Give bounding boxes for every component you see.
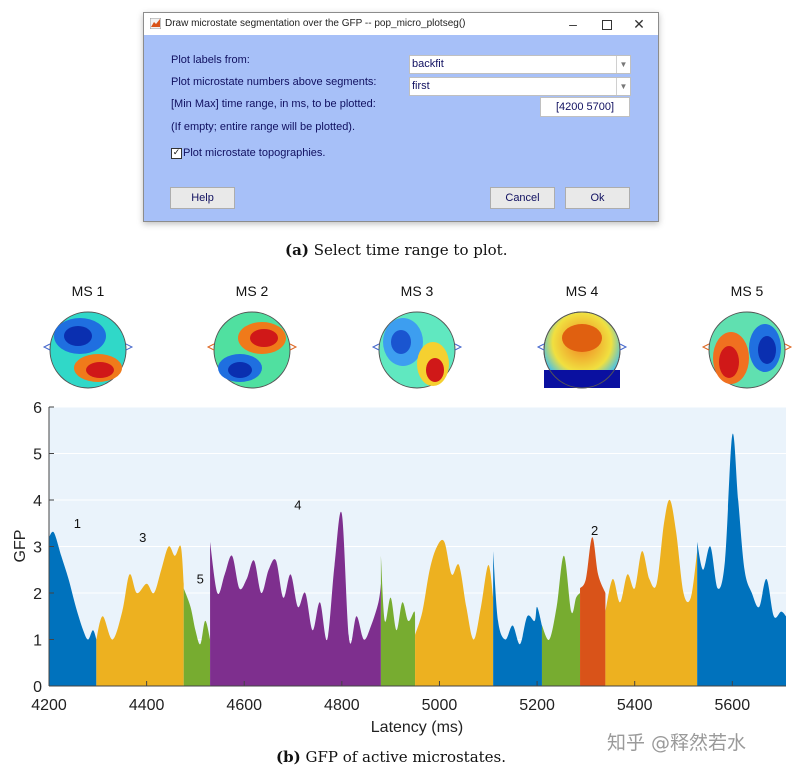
gfp-segments <box>49 433 786 686</box>
x-tick-label: 5200 <box>519 697 555 714</box>
segment-label: 2 <box>591 523 598 538</box>
topography-ms4 <box>536 311 628 389</box>
segment-label: 5 <box>197 572 204 587</box>
y-tick-label: 2 <box>33 586 42 603</box>
help-button[interactable]: Help <box>170 187 235 209</box>
micro-plotseg-dialog: Draw microstate segmentation over the GF… <box>143 12 659 222</box>
x-tick-label: 4800 <box>324 697 360 714</box>
plot-labels-select[interactable]: backfit ▼ <box>409 55 631 74</box>
time-range-note: (If empty; entire range will be plotted)… <box>171 121 356 133</box>
x-tick-label: 4400 <box>129 697 165 714</box>
gfp-segment-ms5 <box>183 588 211 686</box>
topography-labels: MS 1 MS 2 MS 3 MS 4 MS 5 <box>72 283 764 299</box>
gfp-segment-ms3 <box>605 499 698 686</box>
gfp-segment-ms2 <box>580 537 606 686</box>
x-tick-label: 4200 <box>31 697 67 714</box>
x-tick-label: 5600 <box>715 697 751 714</box>
gfp-segment-ms1 <box>697 433 786 686</box>
topography-label: MS 1 <box>72 283 105 299</box>
topography-row <box>42 311 793 389</box>
minimize-icon: – <box>569 16 577 32</box>
x-tick-label: 4600 <box>226 697 262 714</box>
y-tick-label: 0 <box>33 679 42 696</box>
gfp-segment-ms1 <box>493 551 542 686</box>
caption-b: (b) GFP of active microstates. <box>276 748 507 766</box>
topography-label: MS 4 <box>566 283 599 299</box>
y-tick-label: 6 <box>33 400 42 417</box>
gfp-segment-ms5 <box>380 555 416 686</box>
gfp-segment-ms3 <box>96 545 184 686</box>
close-button[interactable]: ✕ <box>624 13 654 35</box>
plot-labels-value: backfit <box>412 58 444 70</box>
ok-button[interactable]: Ok <box>565 187 630 209</box>
time-range-label: [Min Max] time range, in ms, to be plott… <box>171 98 376 110</box>
watermark-text: 知乎 @释然若水 <box>607 732 747 754</box>
topography-ms2 <box>206 311 298 389</box>
x-tick-label: 5000 <box>422 697 458 714</box>
y-tick-label: 1 <box>33 633 42 650</box>
close-icon: ✕ <box>633 16 645 32</box>
minimize-button[interactable]: – <box>558 13 588 35</box>
cancel-button[interactable]: Cancel <box>490 187 555 209</box>
topographies-checkbox[interactable]: ✓ <box>171 148 182 159</box>
time-range-input[interactable]: [4200 5700] <box>540 97 630 117</box>
topography-ms3 <box>371 311 463 389</box>
segment-label: 3 <box>139 530 146 545</box>
topography-label: MS 3 <box>401 283 434 299</box>
segment-label: 4 <box>294 497 301 512</box>
segment-label: 1 <box>74 516 81 531</box>
chevron-down-icon: ▼ <box>616 56 630 73</box>
topography-ms1 <box>42 311 134 389</box>
plot-numbers-select[interactable]: first ▼ <box>409 77 631 96</box>
caption-a: (a) Select time range to plot. <box>285 241 508 259</box>
x-tick-label: 5400 <box>617 697 653 714</box>
maximize-icon <box>602 20 612 31</box>
chevron-down-icon: ▼ <box>616 78 630 95</box>
maximize-button[interactable] <box>592 13 622 35</box>
y-tick-label: 3 <box>33 540 42 557</box>
segment-labels: 1 3 5 4 2 <box>74 497 599 586</box>
topography-label: MS 2 <box>236 283 269 299</box>
plot-numbers-label: Plot microstate numbers above segments: <box>171 76 377 88</box>
x-axis-label: Latency (ms) <box>371 719 463 736</box>
gfp-segment-ms1 <box>49 531 97 686</box>
y-tick-label: 4 <box>33 493 42 510</box>
topography-label: MS 5 <box>731 283 764 299</box>
matlab-app-icon <box>150 18 161 29</box>
plot-labels-label: Plot labels from: <box>171 54 250 66</box>
gfp-segment-ms3 <box>415 539 494 686</box>
plot-numbers-value: first <box>412 80 430 92</box>
y-axis-ticks: 0 1 2 3 4 5 6 <box>33 400 54 696</box>
gfp-segment-ms5 <box>541 555 581 686</box>
dialog-titlebar: Draw microstate segmentation over the GF… <box>144 13 658 35</box>
dialog-title: Draw microstate segmentation over the GF… <box>165 18 466 29</box>
y-tick-label: 5 <box>33 447 42 464</box>
x-axis-ticks: 4200 4400 4600 4800 5000 5200 5400 5600 <box>31 681 750 714</box>
topographies-checkbox-label: Plot microstate topographies. <box>183 147 326 159</box>
gfp-segment-ms4 <box>210 511 381 686</box>
y-axis-label: GFP <box>12 530 29 563</box>
topography-ms5 <box>701 311 793 389</box>
